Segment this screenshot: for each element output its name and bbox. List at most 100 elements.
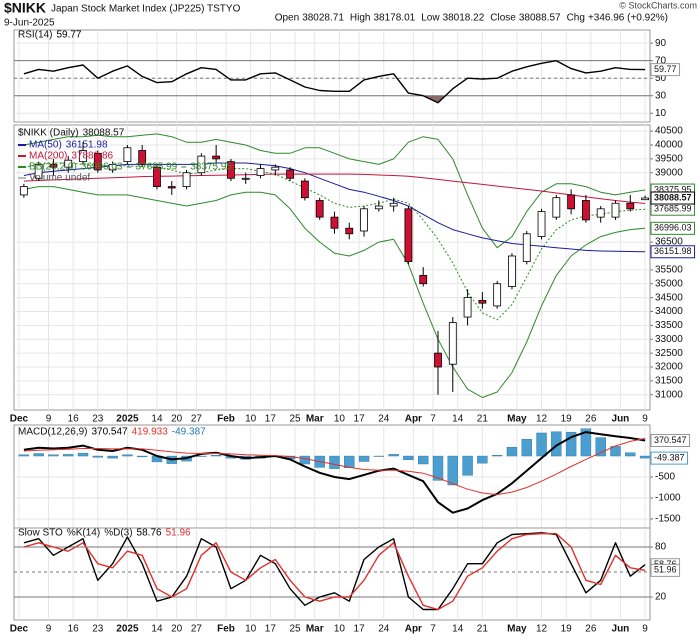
x-tick-label: Feb	[217, 624, 235, 635]
candle-body	[241, 177, 250, 180]
candle-body	[64, 159, 73, 168]
candle-body	[167, 186, 176, 189]
legend-value: 59.77	[56, 30, 81, 41]
macd-line	[23, 431, 646, 514]
legend-value: 419.933	[132, 427, 169, 438]
y-tick-label: 30	[655, 90, 667, 101]
histogram-bar	[329, 455, 340, 469]
candle-body	[567, 194, 576, 210]
x-tick-label: 21	[477, 414, 489, 425]
last-value-box	[650, 245, 696, 259]
x-tick-label: 16	[68, 624, 80, 635]
bollinger-middle	[23, 162, 646, 321]
moving-average	[23, 173, 646, 204]
x-tick-label: 14	[452, 624, 464, 635]
legend-value: 370.547	[91, 427, 128, 438]
histogram-bar	[33, 453, 44, 457]
x-tick-label: 21	[477, 624, 489, 635]
histogram-bar	[388, 454, 399, 457]
x-tick-label: Mar	[306, 624, 324, 635]
histogram-bar	[506, 447, 518, 457]
candle-body	[227, 161, 235, 179]
legend-name: RSI(14)	[18, 30, 52, 41]
indicator-line	[23, 60, 646, 104]
histogram-bar	[63, 454, 74, 457]
candle-body	[49, 164, 58, 168]
candle-body	[463, 297, 472, 318]
legend-name: %D(3)	[104, 528, 132, 539]
quote-value: 38018.22	[443, 13, 485, 24]
candle-body	[478, 299, 487, 304]
histogram-bar	[418, 455, 429, 465]
panel-plot	[14, 30, 650, 122]
candle-body	[360, 208, 368, 232]
symbol: $NIKK	[4, 0, 46, 16]
y-tick-label: 35500	[655, 264, 683, 275]
candle-body	[300, 180, 309, 199]
legend-value: 58.76	[137, 528, 162, 539]
indicator-line	[23, 533, 646, 611]
histogram-bar	[107, 455, 118, 459]
x-tick-label: 17	[265, 624, 277, 635]
last-value-label: 36996.03	[654, 223, 692, 233]
y-tick-label: 33500	[655, 320, 683, 331]
y-tick-label: 50	[655, 73, 667, 84]
last-value-box	[650, 563, 681, 577]
legend-value: 37685.99	[136, 162, 178, 173]
x-tick-label: 14	[452, 414, 464, 425]
y-tick-label: 70	[655, 55, 667, 66]
candle-body	[389, 202, 398, 207]
x-tick-label: 10	[245, 624, 257, 635]
panel-plot	[14, 125, 650, 410]
x-tick-label: 17	[354, 414, 366, 425]
x-tick-label: Dec	[10, 624, 29, 635]
x-tick-label: May	[507, 624, 527, 635]
x-tick-label: 9	[642, 414, 648, 425]
macd-line	[23, 437, 646, 496]
histogram-bar	[210, 455, 222, 457]
panel-frame	[13, 29, 651, 123]
legend-note: Volume undef	[29, 173, 90, 184]
x-tick-label: 2025	[116, 414, 139, 425]
candle-body	[271, 166, 280, 171]
y-tick-label: -1500	[655, 514, 681, 525]
legend-value: 37889.86	[71, 151, 113, 162]
legend-name: $NIKK (Daily)	[18, 128, 79, 139]
x-tick-label: 24	[378, 414, 390, 425]
x-tick-label: 24	[378, 624, 390, 635]
x-tick-label: 12	[536, 624, 548, 635]
histogram-bar	[344, 455, 355, 468]
y-tick-label: 40000	[655, 140, 683, 151]
x-tick-label: 17	[354, 624, 366, 635]
quote-label: Low	[421, 13, 440, 24]
candle-body	[197, 155, 206, 174]
candle-body	[522, 233, 531, 262]
x-tick-label: 7	[430, 624, 436, 635]
legend-value: 38088.57	[83, 128, 125, 139]
index-name: Japan Stock Market Index (JP225) TSTYO	[51, 4, 241, 15]
x-tick-label: Jun	[612, 624, 630, 635]
y-tick-label: 90	[655, 38, 667, 49]
x-tick-label: Apr	[405, 624, 422, 635]
histogram-bar	[92, 455, 104, 458]
x-tick-label: 19	[561, 414, 573, 425]
histogram-bar	[580, 428, 592, 457]
x-tick-label: 14	[151, 414, 163, 425]
x-tick-label: 10	[334, 624, 346, 635]
credit: © StockCharts.com	[619, 0, 697, 10]
candle-body	[596, 208, 605, 218]
last-value-label: 37685.99	[654, 204, 692, 214]
y-tick-label: 20	[655, 592, 667, 603]
last-value-label: 38088.57	[654, 192, 692, 202]
histogram-bar	[521, 439, 532, 457]
legend-value: 36996.03	[81, 162, 123, 173]
histogram-bar	[136, 455, 148, 458]
legend-value: 36151.98	[66, 140, 108, 151]
x-tick-label: 12	[536, 414, 548, 425]
quote-value: +346.96 (+0.92%)	[588, 13, 668, 24]
x-tick-label: 20	[171, 414, 183, 425]
candle-body	[212, 155, 221, 160]
panel-plot	[14, 425, 650, 528]
quote-label: Close	[490, 13, 516, 24]
